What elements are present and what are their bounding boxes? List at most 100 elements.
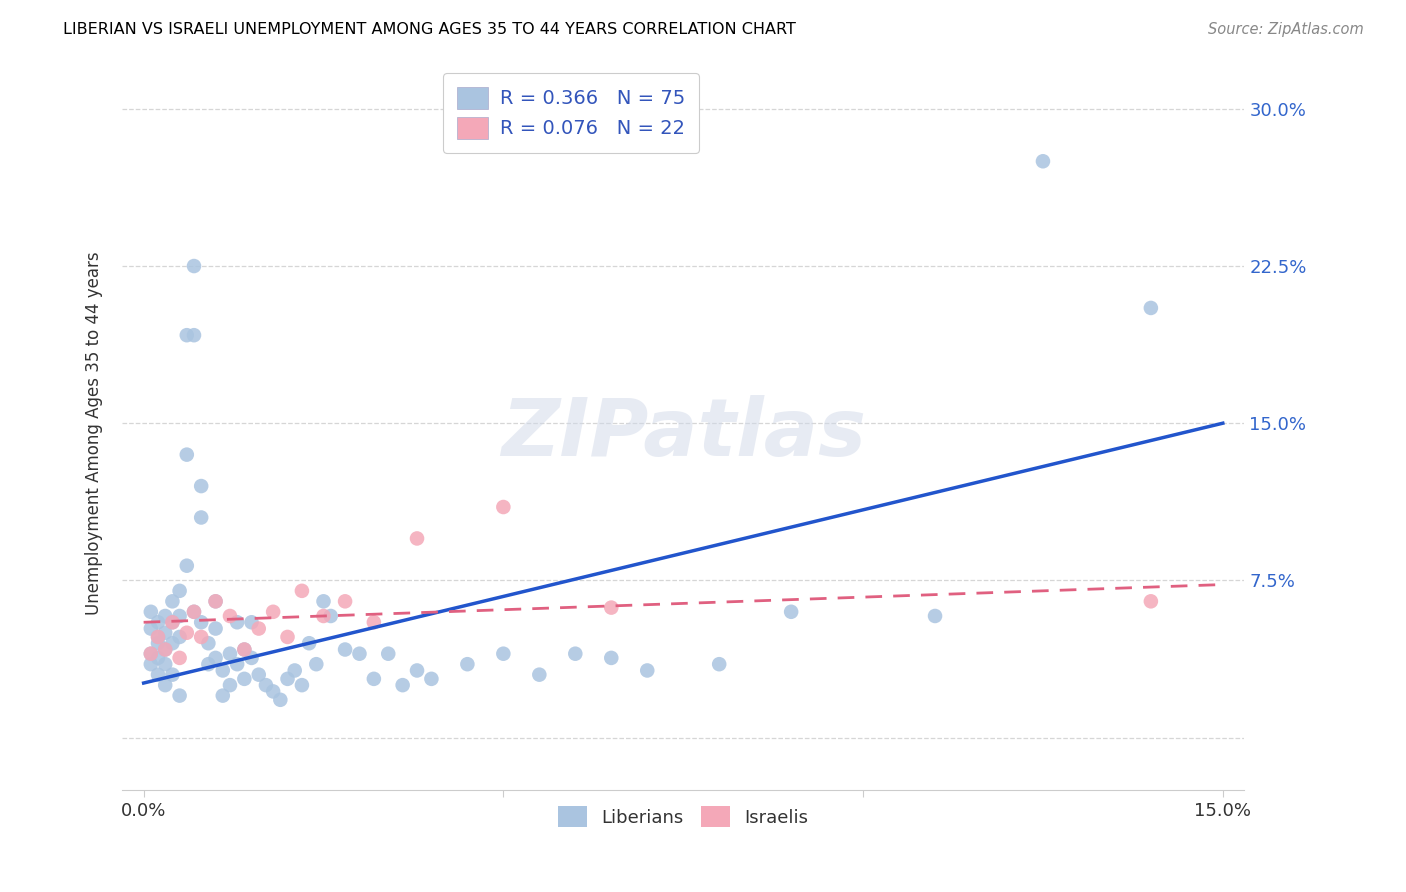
Point xyxy=(1140,594,1163,608)
Point xyxy=(155,642,177,657)
Point xyxy=(155,642,177,657)
Point xyxy=(333,594,356,608)
Point xyxy=(709,657,731,672)
Point xyxy=(183,605,205,619)
Point xyxy=(169,630,191,644)
Point xyxy=(312,609,335,624)
Point xyxy=(139,657,162,672)
Point xyxy=(492,500,515,514)
Point xyxy=(183,328,205,343)
Point xyxy=(155,609,177,624)
Point xyxy=(197,636,219,650)
Point xyxy=(162,667,184,681)
Point xyxy=(247,667,270,681)
Point xyxy=(636,664,658,678)
Point xyxy=(1032,154,1054,169)
Point xyxy=(204,622,226,636)
Point xyxy=(226,615,249,630)
Point xyxy=(319,609,342,624)
Point xyxy=(190,510,212,524)
Point xyxy=(176,448,198,462)
Point xyxy=(139,647,162,661)
Point xyxy=(169,651,191,665)
Point xyxy=(262,605,284,619)
Point xyxy=(190,630,212,644)
Point xyxy=(780,605,803,619)
Point xyxy=(284,664,307,678)
Point xyxy=(176,625,198,640)
Point xyxy=(162,615,184,630)
Point xyxy=(155,625,177,640)
Point xyxy=(276,672,298,686)
Point xyxy=(529,667,551,681)
Point xyxy=(600,600,623,615)
Point xyxy=(456,657,478,672)
Point xyxy=(269,693,291,707)
Point xyxy=(247,622,270,636)
Point xyxy=(291,583,314,598)
Point xyxy=(1140,301,1163,315)
Point xyxy=(146,615,169,630)
Point xyxy=(169,583,191,598)
Point xyxy=(162,615,184,630)
Point xyxy=(197,657,219,672)
Point xyxy=(155,678,177,692)
Point xyxy=(190,479,212,493)
Legend: Liberians, Israelis: Liberians, Israelis xyxy=(551,799,815,834)
Point xyxy=(298,636,321,650)
Point xyxy=(146,630,169,644)
Point xyxy=(139,647,162,661)
Point xyxy=(162,636,184,650)
Point xyxy=(254,678,277,692)
Point xyxy=(312,594,335,608)
Point xyxy=(391,678,413,692)
Point xyxy=(146,651,169,665)
Point xyxy=(146,667,169,681)
Point xyxy=(233,642,256,657)
Point xyxy=(240,651,263,665)
Point xyxy=(183,605,205,619)
Point xyxy=(564,647,586,661)
Point xyxy=(162,594,184,608)
Point xyxy=(377,647,399,661)
Point xyxy=(291,678,314,692)
Point xyxy=(349,647,371,661)
Point xyxy=(139,605,162,619)
Point xyxy=(276,630,298,644)
Point xyxy=(226,657,249,672)
Point xyxy=(190,615,212,630)
Point xyxy=(219,678,242,692)
Point xyxy=(169,689,191,703)
Point xyxy=(240,615,263,630)
Point xyxy=(204,651,226,665)
Point xyxy=(924,609,946,624)
Point xyxy=(139,622,162,636)
Point xyxy=(155,657,177,672)
Y-axis label: Unemployment Among Ages 35 to 44 years: Unemployment Among Ages 35 to 44 years xyxy=(86,252,103,615)
Point xyxy=(406,664,429,678)
Point xyxy=(492,647,515,661)
Point xyxy=(363,672,385,686)
Point xyxy=(204,594,226,608)
Point xyxy=(219,647,242,661)
Point xyxy=(176,328,198,343)
Point xyxy=(233,642,256,657)
Point xyxy=(305,657,328,672)
Point xyxy=(204,594,226,608)
Point xyxy=(146,630,169,644)
Text: Source: ZipAtlas.com: Source: ZipAtlas.com xyxy=(1208,22,1364,37)
Point xyxy=(169,609,191,624)
Point xyxy=(600,651,623,665)
Point xyxy=(406,532,429,546)
Point xyxy=(211,664,233,678)
Point xyxy=(176,558,198,573)
Point xyxy=(420,672,443,686)
Point xyxy=(233,672,256,686)
Point xyxy=(333,642,356,657)
Point xyxy=(363,615,385,630)
Text: LIBERIAN VS ISRAELI UNEMPLOYMENT AMONG AGES 35 TO 44 YEARS CORRELATION CHART: LIBERIAN VS ISRAELI UNEMPLOYMENT AMONG A… xyxy=(63,22,796,37)
Point xyxy=(146,636,169,650)
Point xyxy=(219,609,242,624)
Point xyxy=(211,689,233,703)
Text: ZIPatlas: ZIPatlas xyxy=(501,394,866,473)
